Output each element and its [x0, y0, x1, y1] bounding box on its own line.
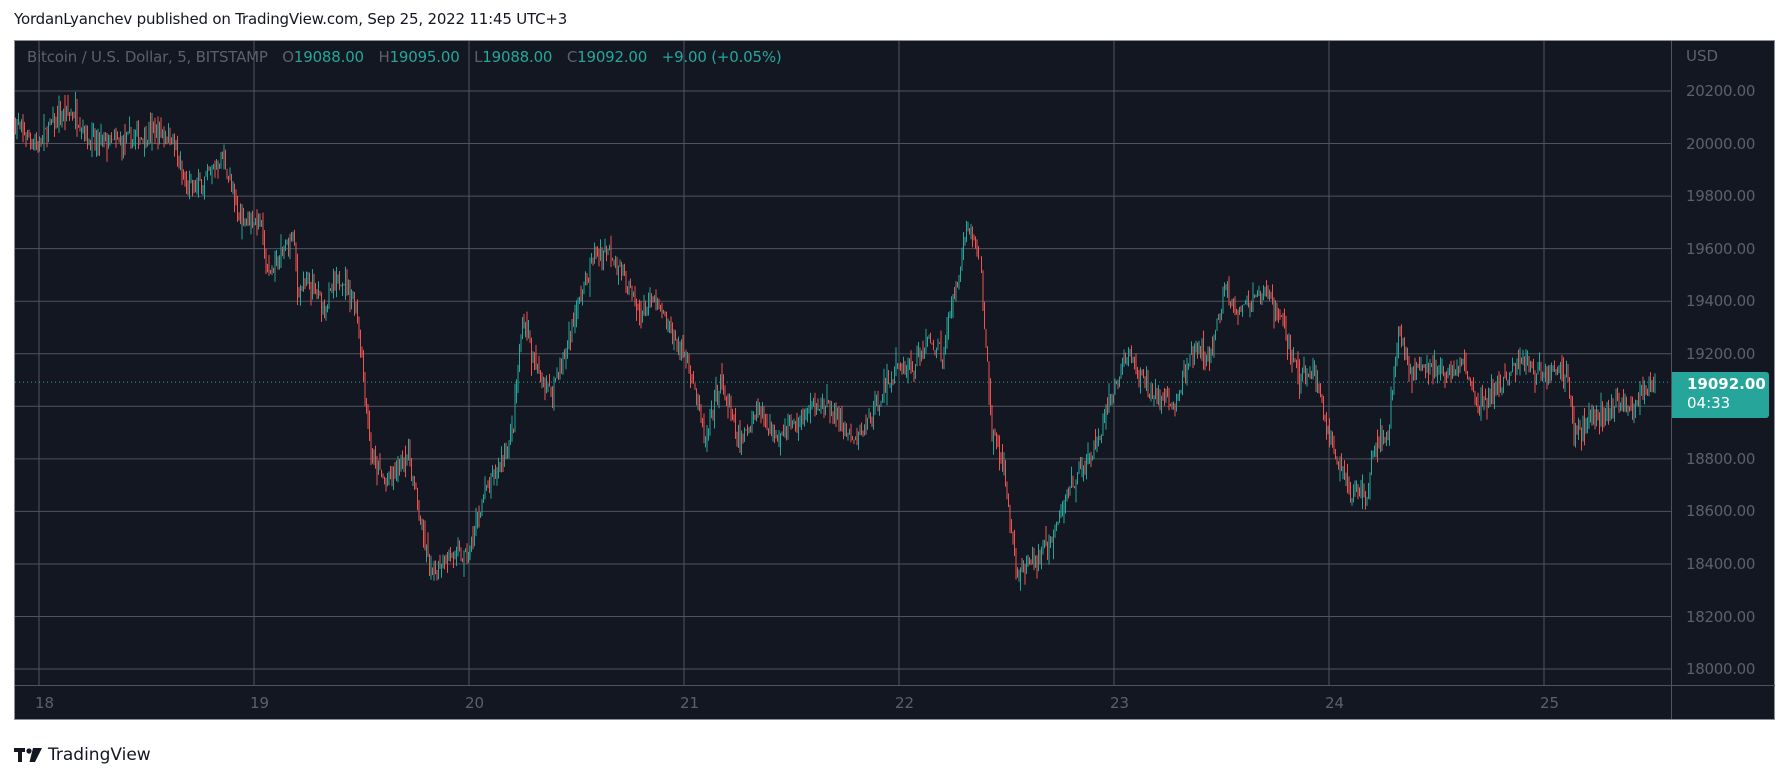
low-value: 19088.00	[482, 48, 553, 66]
close-label: C	[566, 48, 578, 66]
price-tick-label: 18600.00	[1686, 502, 1756, 521]
high-label: H	[378, 48, 390, 66]
price-tick-label: 18000.00	[1686, 660, 1756, 679]
chart-frame: Bitcoin / U.S. Dollar, 5, BITSTAMP O1908…	[14, 40, 1775, 720]
current-price-value: 19092.00	[1687, 375, 1766, 394]
symbol-label[interactable]: Bitcoin / U.S. Dollar, 5, BITSTAMP	[27, 48, 268, 66]
candlestick-chart	[15, 41, 1671, 685]
price-tick-label: 19400.00	[1686, 292, 1756, 311]
time-tick-label: 24	[1325, 694, 1345, 712]
brand-name: TradingView	[48, 745, 151, 765]
price-tick-label: 20200.00	[1686, 82, 1756, 100]
tradingview-logo[interactable]: TradingView	[14, 745, 151, 765]
price-tick-label: 19600.00	[1686, 239, 1756, 258]
current-price-tag: 19092.00 04:33	[1672, 372, 1769, 419]
axis-corner	[1671, 685, 1775, 719]
open-value: 19088.00	[293, 48, 364, 66]
time-tick-label: 22	[895, 694, 915, 712]
time-tick-label: 18	[35, 694, 55, 712]
price-tick-label: 19200.00	[1686, 344, 1756, 363]
publisher-caption: YordanLyanchev published on TradingView.…	[14, 10, 568, 28]
time-tick-label: 20	[465, 694, 485, 712]
change-value: +9.00 (+0.05%)	[661, 48, 782, 66]
chart-legend: Bitcoin / U.S. Dollar, 5, BITSTAMP O1908…	[27, 48, 782, 66]
close-value: 19092.00	[577, 48, 648, 66]
low-label: L	[474, 48, 483, 66]
time-axis[interactable]: 18 19 20 21 22 23 24 25	[15, 685, 1671, 720]
high-value: 19095.00	[389, 48, 460, 66]
price-axis[interactable]: USD 20200.00 20000.00 19800.00 19600.00 1940…	[1671, 41, 1776, 719]
open-label: O	[282, 48, 294, 66]
price-tick-label: 20000.00	[1686, 134, 1756, 153]
time-tick-label: 21	[680, 694, 700, 712]
chart-plot-area[interactable]: Bitcoin / U.S. Dollar, 5, BITSTAMP O1908…	[15, 41, 1671, 685]
price-tick-label: 18200.00	[1686, 607, 1756, 626]
currency-label: USD	[1686, 47, 1719, 65]
time-tick-label: 19	[250, 694, 270, 712]
price-tick-label: 19800.00	[1686, 187, 1756, 206]
price-tick-label: 18400.00	[1686, 554, 1756, 573]
time-tick-label: 25	[1540, 694, 1560, 712]
tradingview-logo-icon	[14, 748, 42, 762]
bar-countdown: 04:33	[1687, 394, 1731, 413]
price-tick-label: 18800.00	[1686, 449, 1756, 468]
time-tick-label: 23	[1110, 694, 1130, 712]
